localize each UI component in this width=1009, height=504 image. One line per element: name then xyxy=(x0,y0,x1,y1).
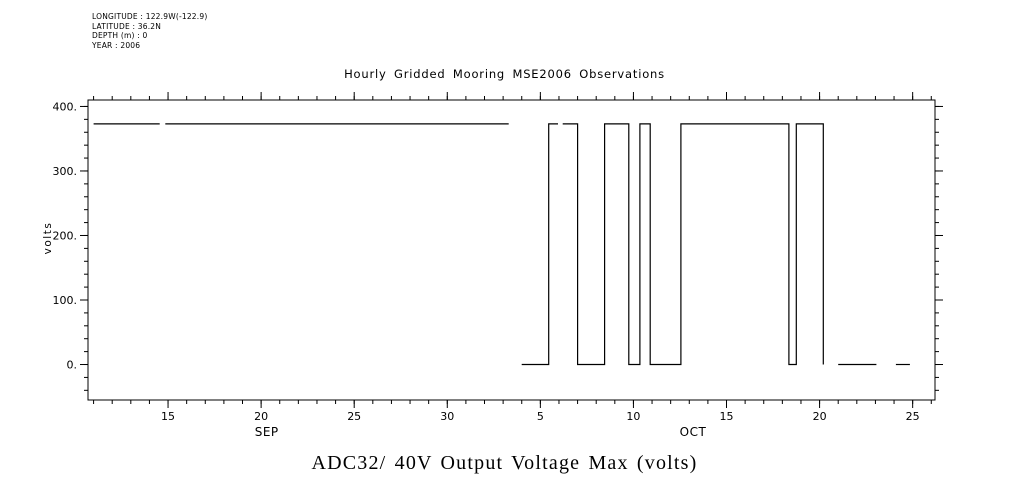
voltage-trace xyxy=(562,123,824,366)
y-tick-label: 200. xyxy=(53,229,78,242)
x-tick-label: 25 xyxy=(906,410,920,423)
metadata-latitude: LATITUDE : 36.2N xyxy=(92,21,162,31)
x-tick-label: 20 xyxy=(254,410,268,423)
x-month-label: SEP xyxy=(255,425,279,439)
y-axis-title: volts xyxy=(42,221,54,255)
x-tick-label: 15 xyxy=(161,410,175,423)
chart-subtitle: ADC32/ 40V Output Voltage Max (volts) xyxy=(311,452,698,474)
x-month-label: OCT xyxy=(680,425,707,439)
x-tick-label: 5 xyxy=(537,410,544,423)
x-tick-label: 15 xyxy=(720,410,734,423)
y-tick-label: 400. xyxy=(53,100,78,113)
metadata-depth: DEPTH (m) : 0 xyxy=(92,31,148,40)
y-tick-label: 0. xyxy=(67,359,78,372)
chart-title: Hourly Gridded Mooring MSE2006 Observati… xyxy=(344,67,665,81)
metadata-year: YEAR : 2006 xyxy=(92,40,141,50)
y-tick-label: 100. xyxy=(53,294,78,307)
x-tick-label: 25 xyxy=(347,410,361,423)
metadata-longitude: LONGITUDE : 122.9W(-122.9) xyxy=(92,12,208,21)
x-tick-label: 20 xyxy=(813,410,827,423)
voltage-trace xyxy=(521,123,558,366)
y-tick-label: 300. xyxy=(53,165,78,178)
x-tick-label: 30 xyxy=(440,410,454,423)
x-tick-label: 10 xyxy=(626,410,640,423)
plot-frame xyxy=(87,99,936,401)
station-metadata: LONGITUDE : 122.9W(-122.9) LATITUDE : 36… xyxy=(92,12,207,50)
